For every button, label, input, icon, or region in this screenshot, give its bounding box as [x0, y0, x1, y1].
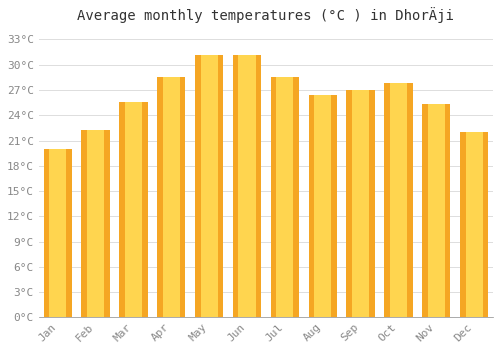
Bar: [390, 83, 407, 317]
Bar: [200, 55, 218, 317]
Bar: [195, 55, 224, 317]
Bar: [308, 95, 337, 317]
Bar: [346, 90, 375, 317]
Bar: [276, 77, 293, 317]
Bar: [163, 77, 180, 317]
Bar: [49, 149, 66, 317]
Bar: [314, 95, 331, 317]
Bar: [352, 90, 369, 317]
Bar: [384, 83, 412, 317]
Bar: [428, 104, 445, 317]
Bar: [422, 104, 450, 317]
Bar: [157, 77, 186, 317]
Bar: [125, 102, 142, 317]
Bar: [270, 77, 299, 317]
Bar: [82, 131, 110, 317]
Bar: [119, 102, 148, 317]
Bar: [460, 132, 488, 317]
Bar: [466, 132, 482, 317]
Bar: [87, 131, 104, 317]
Title: Average monthly temperatures (°C ) in DhorÄji: Average monthly temperatures (°C ) in Dh…: [78, 7, 454, 23]
Bar: [233, 55, 261, 317]
Bar: [238, 55, 256, 317]
Bar: [44, 149, 72, 317]
